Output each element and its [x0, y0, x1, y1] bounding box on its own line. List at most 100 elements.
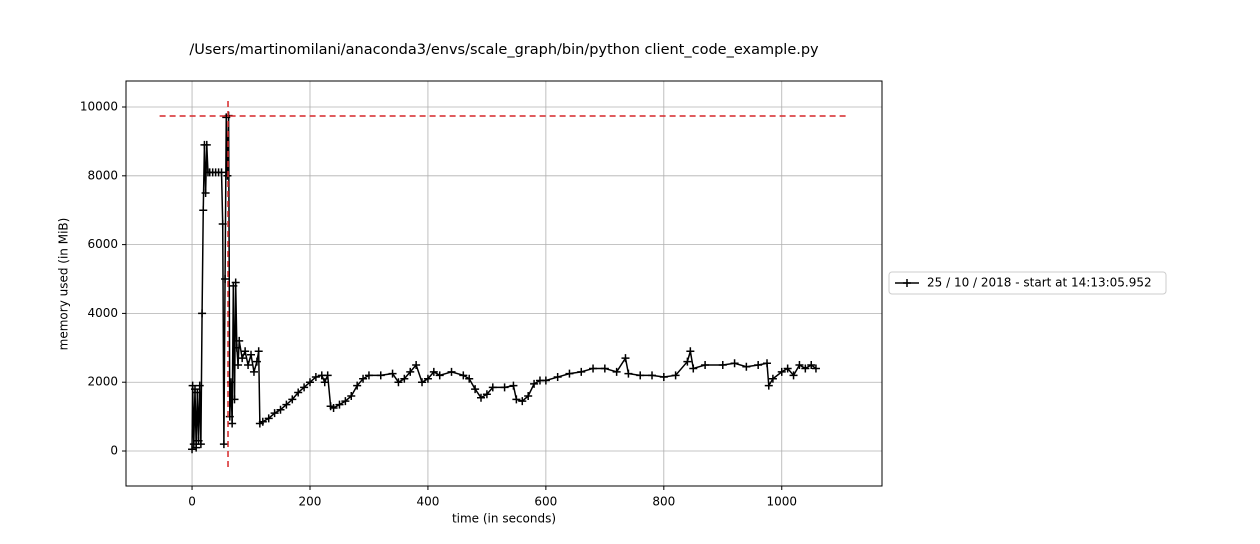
data-point	[282, 400, 291, 409]
data-point	[565, 369, 574, 378]
data-point	[311, 373, 320, 382]
data-point	[686, 347, 695, 356]
data-point	[518, 397, 527, 406]
data-point	[225, 412, 234, 421]
data-point	[288, 395, 297, 404]
x-tick-label: 400	[416, 495, 439, 509]
data-point	[347, 391, 356, 400]
data-point	[754, 361, 763, 370]
data-point	[238, 354, 247, 363]
data-point	[201, 189, 210, 198]
data-point	[252, 357, 261, 366]
data-point	[335, 400, 344, 409]
data-point	[612, 367, 621, 376]
data-point	[789, 371, 798, 380]
data-point	[406, 367, 415, 376]
data-point	[359, 374, 368, 383]
y-tick-label: 10000	[80, 100, 118, 114]
data-point	[701, 361, 710, 370]
series-line	[191, 115, 817, 450]
x-tick-label: 800	[652, 495, 675, 509]
legend-label: 25 / 10 / 2018 - start at 14:13:05.952	[927, 276, 1152, 290]
data-point	[783, 364, 792, 373]
y-tick-label: 0	[110, 444, 118, 458]
data-point	[621, 354, 630, 363]
data-point	[553, 373, 562, 382]
chart-title: /Users/martinomilani/anaconda3/envs/scal…	[189, 42, 819, 58]
data-point	[247, 350, 256, 359]
data-point	[376, 371, 385, 380]
legend-marker	[903, 279, 911, 287]
data-point	[196, 440, 205, 449]
data-point	[270, 409, 279, 418]
data-point	[198, 309, 207, 318]
data-point	[530, 379, 539, 388]
data-point	[471, 385, 480, 394]
data-point	[294, 388, 303, 397]
plot-frame	[125, 80, 883, 487]
data-point	[577, 367, 586, 376]
x-tick-label: 0	[188, 495, 196, 509]
data-point	[659, 373, 668, 382]
data-point	[188, 445, 197, 454]
data-point	[636, 371, 645, 380]
data-point	[447, 367, 456, 376]
data-point	[394, 378, 403, 387]
data-point	[199, 206, 208, 215]
data-point	[482, 390, 491, 399]
y-axis-label: memory used (in MiB)	[57, 218, 71, 351]
data-point	[764, 381, 773, 390]
data-point	[254, 347, 263, 356]
data-point	[323, 371, 332, 380]
data-point	[305, 378, 314, 387]
data-point	[459, 371, 468, 380]
y-tick-label: 2000	[87, 375, 118, 389]
data-point	[763, 359, 772, 368]
data-point	[228, 419, 237, 428]
data-point	[488, 383, 497, 392]
data-point	[624, 369, 633, 378]
data-point	[418, 378, 427, 387]
data-point	[465, 374, 474, 383]
data-point	[730, 359, 739, 368]
data-point	[423, 374, 432, 383]
data-point	[192, 443, 201, 452]
data-point	[541, 376, 550, 385]
data-point	[219, 440, 228, 449]
data-point	[249, 367, 258, 376]
x-tick-label: 600	[534, 495, 557, 509]
data-point	[217, 168, 226, 177]
data-point	[258, 417, 267, 426]
data-point	[300, 383, 309, 392]
data-point	[388, 369, 397, 378]
data-point	[218, 219, 227, 228]
data-point	[221, 275, 230, 284]
data-point	[801, 364, 810, 373]
data-point	[230, 395, 239, 404]
data-point	[195, 381, 204, 390]
data-point	[718, 361, 727, 370]
data-point	[341, 397, 350, 406]
data-point	[232, 343, 241, 352]
legend-box	[888, 271, 1167, 295]
y-tick-label: 4000	[87, 306, 118, 320]
y-tick-label: 8000	[87, 168, 118, 182]
data-point	[193, 388, 202, 397]
x-tick-label: 1000	[766, 495, 797, 509]
data-point	[689, 364, 698, 373]
data-point	[795, 361, 804, 370]
x-tick-label: 200	[299, 495, 322, 509]
y-tick-label: 6000	[87, 237, 118, 251]
data-point	[477, 393, 486, 402]
data-point	[811, 364, 820, 373]
data-point	[600, 364, 609, 373]
data-point	[364, 371, 373, 380]
data-point	[589, 364, 598, 373]
x-axis-label: time (in seconds)	[452, 512, 556, 526]
data-point	[742, 362, 751, 371]
data-point	[353, 381, 362, 390]
data-point	[235, 336, 244, 345]
data-point	[807, 361, 816, 370]
data-point	[276, 405, 285, 414]
